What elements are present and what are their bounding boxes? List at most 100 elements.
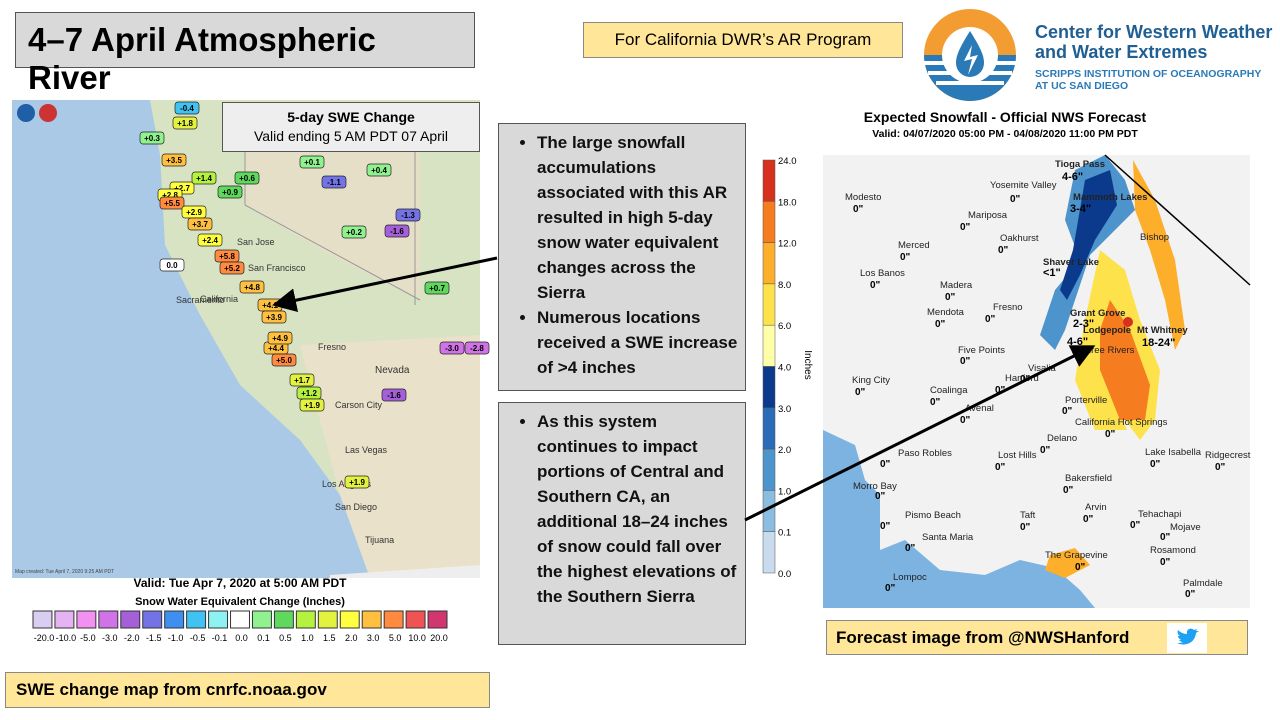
place-amount: 0" xyxy=(1150,459,1161,470)
station-marker xyxy=(439,341,465,355)
legend-swatch xyxy=(383,610,404,629)
org-sub: AT UC SAN DIEGO xyxy=(1035,80,1129,92)
legend-swatch xyxy=(32,610,53,629)
place-name: Ridgecrest xyxy=(1205,450,1251,461)
bullet: Numerous locations received a SWE increa… xyxy=(537,305,741,380)
place-name: Oakhurst xyxy=(1000,233,1039,244)
station-value: +0.7 xyxy=(429,284,445,293)
source-box: Forecast image from @NWSHanford xyxy=(826,620,1248,655)
colorbar-segment xyxy=(762,324,776,367)
place-name: Paso Robles xyxy=(898,448,952,459)
station-value: -0.4 xyxy=(180,104,194,113)
legend-label: -0.1 xyxy=(212,633,228,643)
station-value: +0.6 xyxy=(239,174,255,183)
colorbar-segment xyxy=(762,242,776,285)
legend-label: 0.0 xyxy=(235,633,248,643)
station-marker xyxy=(267,331,293,345)
station-value: +2.7 xyxy=(174,184,190,193)
place-name: Los Banos xyxy=(860,268,905,279)
colorbar-label: 4.0 xyxy=(778,363,791,374)
colorbar-label: 12.0 xyxy=(778,239,797,250)
place-name: Mariposa xyxy=(968,210,1008,221)
place-amount: 0" xyxy=(930,397,941,408)
legend-swatch xyxy=(208,610,229,629)
legend-label: -5.0 xyxy=(80,633,96,643)
place-label: Sacramento xyxy=(176,295,225,305)
place-amount: 0" xyxy=(960,222,971,233)
station-value: -1.6 xyxy=(387,391,401,400)
program: For California DWR’s AR Program xyxy=(614,30,872,49)
station-marker xyxy=(234,171,260,185)
org: Center for Western Weather and Water Ext… xyxy=(1035,22,1272,92)
mexico xyxy=(330,565,480,578)
station-marker xyxy=(159,258,185,272)
station-marker xyxy=(191,171,217,185)
place-amount: 0" xyxy=(1040,445,1051,456)
station-value: +5.2 xyxy=(224,264,240,273)
place-name: Bakersfield xyxy=(1065,473,1112,484)
legend-label: 2.0 xyxy=(345,633,358,643)
place-name: Five Points xyxy=(958,345,1005,356)
place-label: San Francisco xyxy=(248,263,306,273)
station-marker xyxy=(172,116,198,130)
colorbar-label: 3.0 xyxy=(778,404,791,415)
twitter-icon xyxy=(1167,623,1207,653)
snow-orange xyxy=(1100,300,1150,420)
station-value: +3.7 xyxy=(192,220,208,229)
place-amount: 0" xyxy=(995,462,1006,473)
desert xyxy=(300,335,480,578)
inset-sub: Valid ending 5 AM PDT 07 April xyxy=(253,128,449,144)
ocean xyxy=(823,430,1095,608)
station-marker xyxy=(187,217,213,231)
place-name: Tioga Pass xyxy=(1055,159,1105,170)
station-value: +4.9 xyxy=(272,334,288,343)
legend-swatch xyxy=(98,610,119,629)
colorbar-label: 1.0 xyxy=(778,486,791,497)
station-value: +1.4 xyxy=(196,174,212,183)
station-value: +0.4 xyxy=(371,166,387,175)
place-amount: 0" xyxy=(1083,514,1094,525)
logo xyxy=(924,9,1016,101)
bullet-box: The large snowfall accumulations associa… xyxy=(498,123,746,391)
place-amount: 0" xyxy=(885,583,896,594)
station-value: +0.2 xyxy=(346,228,362,237)
place-label: Carson City xyxy=(335,400,383,410)
place-amount: 4-6" xyxy=(1067,336,1088,348)
station-marker xyxy=(321,175,347,189)
place-name: Mammoth Lakes xyxy=(1073,192,1147,203)
legend-label: -1.5 xyxy=(146,633,162,643)
place-name: Lost Hills xyxy=(998,450,1037,461)
place-name: Grant Grove xyxy=(1070,308,1125,319)
place-amount: 0" xyxy=(853,204,864,215)
colorbar-label: 2.0 xyxy=(778,445,791,456)
place-amount: 0" xyxy=(880,521,891,532)
station-value: +5.0 xyxy=(276,356,292,365)
legend-swatch xyxy=(186,610,207,629)
place-amount: 0" xyxy=(960,356,971,367)
place-amount: 0" xyxy=(1010,194,1021,205)
source-box: SWE change map from cnrfc.noaa.gov xyxy=(5,672,490,708)
station-value: +0.9 xyxy=(222,188,238,197)
valid: Valid: Tue Apr 7, 2020 at 5:00 AM PDT xyxy=(134,576,348,590)
legend-swatch xyxy=(120,610,141,629)
station-value: +4.4 xyxy=(268,344,284,353)
place-label: Fresno xyxy=(318,342,346,352)
legend-label: 3.0 xyxy=(367,633,380,643)
place-amount: 0" xyxy=(1185,589,1196,600)
place-amount: 0" xyxy=(960,415,971,426)
station-marker xyxy=(366,163,392,177)
place-amount: 0" xyxy=(1075,562,1086,573)
place-name: Hanford xyxy=(1005,373,1039,384)
legend-swatch xyxy=(76,610,97,629)
colorbar-segment xyxy=(762,531,776,574)
colorbar-segment xyxy=(762,283,776,326)
legend-label: 20.0 xyxy=(430,633,448,643)
place-amount: 0" xyxy=(1063,485,1074,496)
program-box: For California DWR’s AR Program xyxy=(583,22,903,58)
station-value: -2.8 xyxy=(470,344,484,353)
colorbar-segment xyxy=(762,407,776,450)
colorbar-label: 0.0 xyxy=(778,569,791,580)
station-value: +1.8 xyxy=(177,119,193,128)
place-amount: 0" xyxy=(998,245,1009,256)
